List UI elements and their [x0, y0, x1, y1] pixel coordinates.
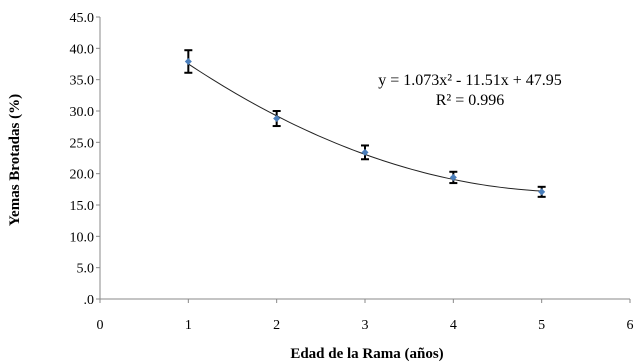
data-point: [538, 188, 546, 196]
data-point: [361, 148, 369, 156]
data-point: [184, 57, 192, 66]
y-tick-label: 45.0: [70, 11, 95, 26]
y-tick-label: 10.0: [70, 230, 95, 245]
y-tick-label: 15.0: [70, 199, 95, 214]
x-tick-label: 3: [362, 318, 369, 333]
y-tick-label: 5.0: [77, 262, 95, 277]
data-series: [184, 49, 546, 198]
data-point: [449, 173, 457, 181]
x-tick-label: 4: [450, 318, 457, 333]
tick-labels: .0 5.0 10.0 15.0 20.0 25.0 30.0 35.0 40.0 45.0 0 1 2…: [70, 11, 634, 333]
equation-label: y = 1.073x² - 11.51x + 47.95: [378, 72, 562, 89]
x-tick-label: 1: [185, 318, 192, 333]
r-squared-label: R² = 0.996: [436, 92, 505, 109]
axes: [96, 16, 631, 303]
y-tick-label: 25.0: [70, 136, 95, 151]
x-tick-label: 6: [627, 318, 634, 333]
x-tick-label: 0: [97, 318, 104, 333]
x-tick-label: 5: [538, 318, 545, 333]
y-tick-label: 40.0: [70, 42, 95, 57]
y-axis-title: Yemas Brotadas (%): [7, 94, 23, 226]
data-point: [273, 114, 281, 123]
y-tick-label: 30.0: [70, 105, 95, 120]
y-tick-label: 35.0: [70, 74, 95, 89]
y-tick-label: 20.0: [70, 168, 95, 183]
x-axis-title: Edad de la Rama (años): [290, 346, 443, 362]
y-tick-label: .0: [84, 293, 95, 308]
x-tick-label: 2: [273, 318, 280, 333]
